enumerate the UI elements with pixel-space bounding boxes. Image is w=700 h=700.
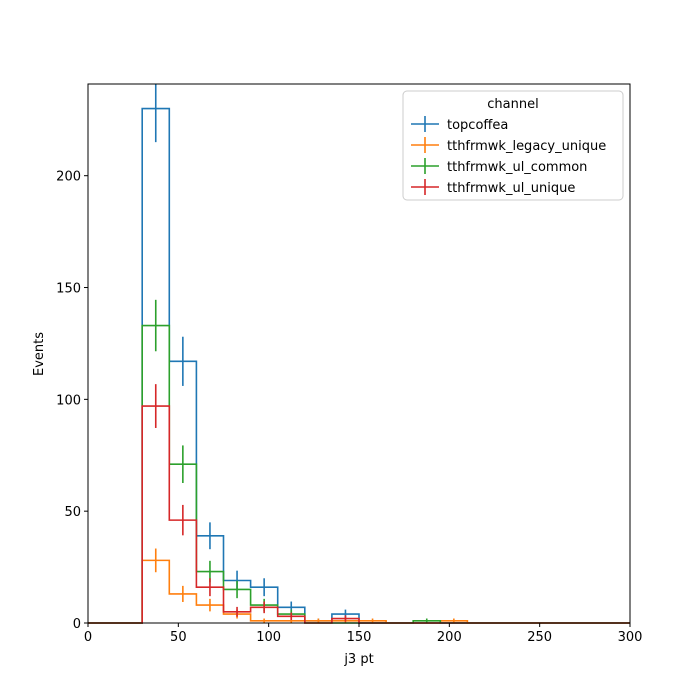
y-axis-label: Events bbox=[32, 332, 47, 376]
y-tick-label: 50 bbox=[64, 505, 81, 520]
legend-entry: tthfrmwk_legacy_unique bbox=[411, 137, 606, 154]
x-tick-label: 250 bbox=[527, 630, 552, 645]
legend-entry: tthfrmwk_ul_common bbox=[411, 158, 587, 175]
y-tick-label: 100 bbox=[56, 393, 81, 408]
legend-title: channel bbox=[487, 97, 538, 112]
legend-label: tthfrmwk_legacy_unique bbox=[447, 139, 606, 154]
y-axis-ticks: 0 50 100 150 200 bbox=[56, 170, 88, 632]
x-tick-label: 50 bbox=[170, 630, 187, 645]
x-axis-ticks: 0 50 100 150 200 250 300 bbox=[84, 623, 643, 645]
legend-entry: topcoffea bbox=[411, 116, 508, 133]
legend-label: tthfrmwk_ul_common bbox=[447, 160, 587, 175]
x-tick-label: 150 bbox=[347, 630, 372, 645]
x-axis-label: j3 pt bbox=[343, 652, 373, 667]
x-tick-label: 200 bbox=[437, 630, 462, 645]
legend-label: tthfrmwk_ul_unique bbox=[447, 181, 575, 196]
legend-entries: topcoffea tthfrmwk_legacy_unique tthfrmwk_… bbox=[411, 116, 606, 196]
legend-box bbox=[402, 90, 624, 201]
x-tick-label: 300 bbox=[618, 630, 643, 645]
x-tick-label: 100 bbox=[256, 630, 281, 645]
y-tick-label: 200 bbox=[56, 170, 81, 185]
legend-entry: tthfrmwk_ul_unique bbox=[411, 179, 575, 196]
legend-label: topcoffea bbox=[447, 118, 508, 133]
y-tick-label: 150 bbox=[56, 282, 81, 297]
legend: channel topcoffeatthfrmwk_legacy_uniquet… bbox=[402, 90, 624, 201]
y-tick-label: 0 bbox=[73, 617, 81, 632]
x-tick-label: 0 bbox=[84, 630, 92, 645]
